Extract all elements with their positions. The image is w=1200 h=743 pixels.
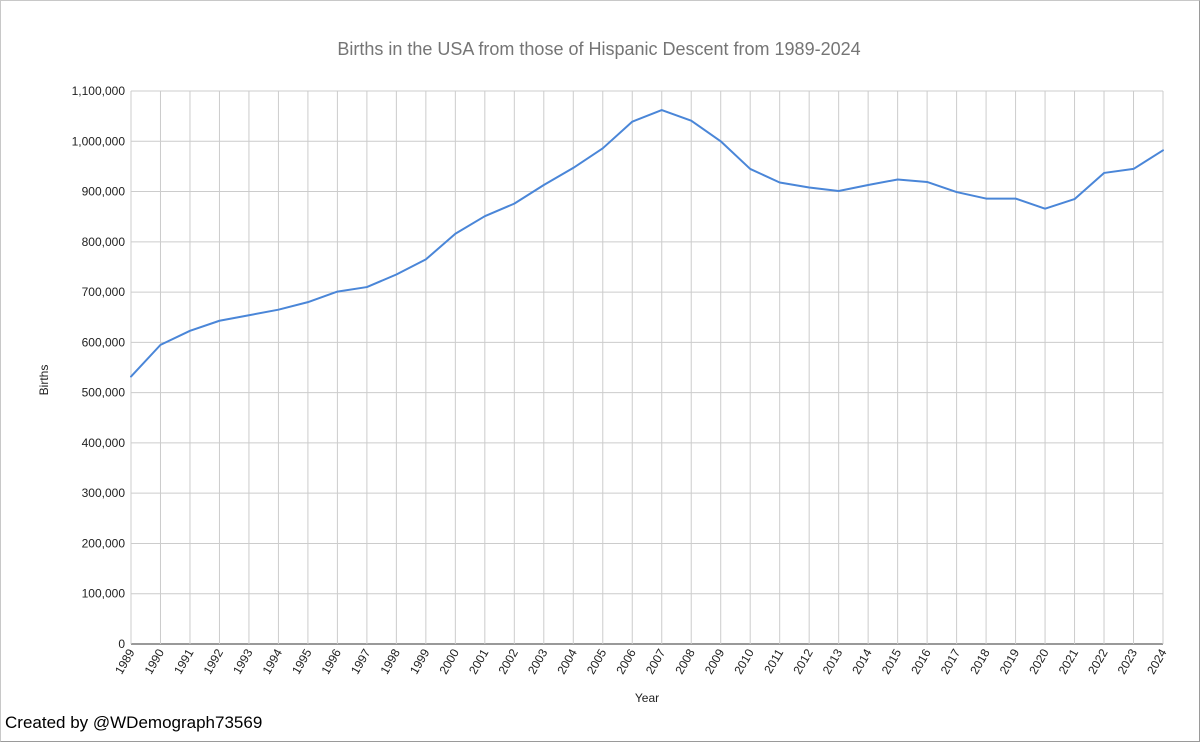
y-tick-label: 100,000 (82, 587, 126, 601)
x-tick-label: 2011 (761, 646, 786, 676)
x-tick-label: 2022 (1085, 646, 1111, 676)
data-point (720, 140, 722, 142)
series-layer (130, 109, 1164, 378)
series-line (130, 109, 1164, 378)
data-point (1015, 198, 1017, 200)
x-tick-label: 1990 (142, 646, 168, 676)
x-tick-label: 2005 (584, 646, 610, 676)
x-tick-label: 1995 (289, 646, 315, 676)
data-point (926, 181, 928, 183)
x-tick-label: 2007 (643, 646, 669, 676)
y-axis-label: Births (37, 365, 51, 396)
x-tick-label: 2017 (938, 646, 964, 676)
x-tick-label: 2015 (879, 646, 905, 676)
y-tick-label: 600,000 (82, 335, 126, 349)
y-tick-label: 300,000 (82, 486, 126, 500)
credit-text: Created by @WDemograph73569 (5, 713, 263, 732)
data-point (307, 301, 309, 303)
x-tick-label: 2006 (613, 646, 639, 676)
x-tick-label: 1998 (377, 646, 403, 676)
data-point (159, 344, 161, 346)
x-tick-label: 2014 (849, 646, 875, 676)
x-tick-label: 2016 (908, 646, 934, 676)
x-tick-label: 2018 (967, 646, 993, 676)
data-point (779, 181, 781, 183)
data-point (631, 121, 633, 123)
data-point (956, 191, 958, 193)
x-tick-label: 2021 (1056, 646, 1082, 676)
data-point (395, 273, 397, 275)
x-tick-label: 2009 (702, 646, 728, 676)
data-point (661, 109, 663, 111)
data-point (690, 120, 692, 122)
y-tick-label: 0 (118, 637, 125, 651)
y-tick-label: 900,000 (82, 185, 126, 199)
y-axis-ticks: 0 100,000 200,000 300,000 400,000 500,000 600,… (72, 84, 126, 651)
data-point (838, 190, 840, 192)
data-point (602, 147, 604, 149)
data-point (248, 314, 250, 316)
x-tick-label: 2008 (672, 646, 698, 676)
chart-title: Births in the USA from those of Hispanic… (337, 39, 860, 59)
data-point (484, 215, 486, 217)
y-tick-label: 800,000 (82, 235, 126, 249)
data-point (1074, 198, 1076, 200)
data-point (1162, 149, 1164, 151)
gridlines (130, 90, 1164, 645)
x-tick-label: 1989 (112, 646, 138, 676)
x-tick-label: 2001 (466, 646, 492, 676)
data-point (454, 233, 456, 235)
x-tick-label: 2019 (997, 646, 1023, 676)
x-tick-label: 1991 (171, 646, 197, 676)
x-tick-label: 2024 (1144, 646, 1170, 676)
x-tick-label: 2013 (820, 646, 846, 676)
y-tick-label: 1,000,000 (72, 134, 126, 148)
y-tick-label: 500,000 (82, 386, 126, 400)
data-point (513, 203, 515, 205)
data-point (867, 184, 869, 186)
data-point (572, 167, 574, 169)
data-point (218, 320, 220, 322)
x-tick-label: 2002 (495, 646, 521, 676)
x-axis-ticks: 1989 1990 1991 1992 1993 1994 1995 1996 1997 1998… (112, 646, 1170, 676)
data-point (189, 330, 191, 332)
x-tick-label: 1994 (260, 646, 286, 676)
x-tick-label: 2000 (436, 646, 462, 676)
x-tick-label: 2004 (554, 646, 580, 676)
data-point (425, 258, 427, 260)
x-tick-label: 2023 (1115, 646, 1141, 676)
y-tick-label: 200,000 (82, 536, 126, 550)
x-tick-label: 1996 (319, 646, 345, 676)
x-tick-label: 2012 (790, 646, 816, 676)
x-tick-label: 1992 (201, 646, 227, 676)
data-point (808, 187, 810, 189)
data-point (130, 376, 132, 378)
x-tick-label: 2020 (1026, 646, 1052, 676)
data-point (366, 286, 368, 288)
data-point (1133, 168, 1135, 170)
data-point (897, 178, 899, 180)
data-point (749, 168, 751, 170)
y-tick-label: 700,000 (82, 285, 126, 299)
data-point (985, 198, 987, 200)
data-point (1044, 208, 1046, 210)
data-point (277, 309, 279, 311)
data-point (543, 184, 545, 186)
x-tick-label: 2003 (525, 646, 551, 676)
data-point (336, 291, 338, 293)
x-tick-label: 2010 (731, 646, 757, 676)
y-tick-label: 1,100,000 (72, 84, 126, 98)
y-tick-label: 400,000 (82, 436, 126, 450)
x-tick-label: 1993 (230, 646, 256, 676)
data-point (1103, 172, 1105, 174)
x-tick-label: 1997 (348, 646, 374, 676)
x-axis-label: Year (635, 691, 659, 705)
x-tick-label: 1999 (407, 646, 433, 676)
